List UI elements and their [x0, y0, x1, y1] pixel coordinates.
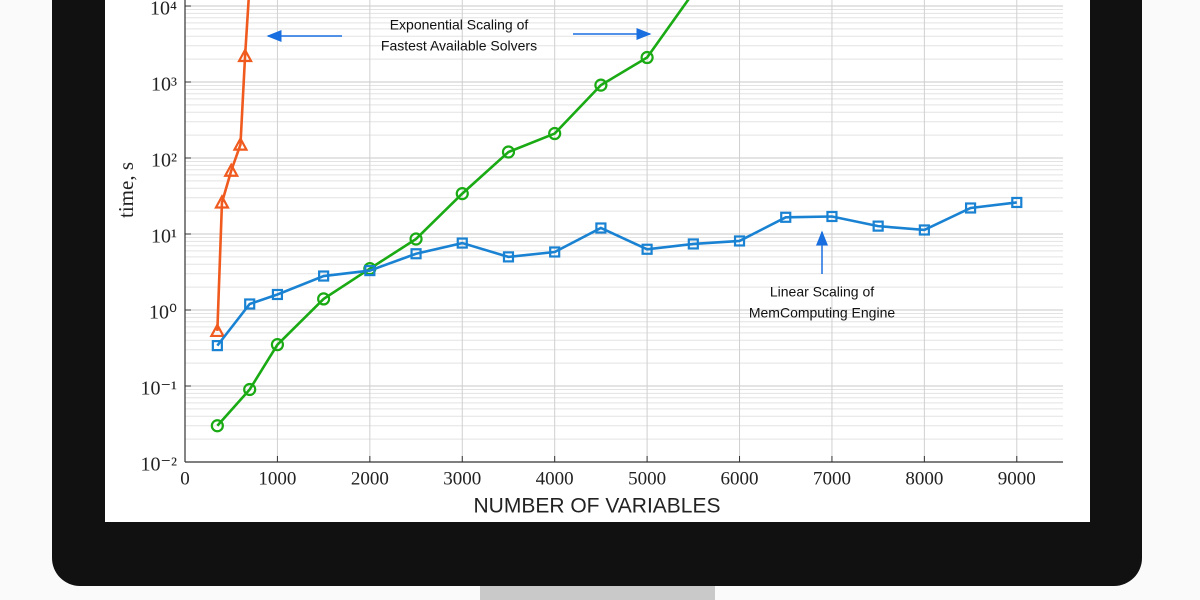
series-line	[216, 201, 1017, 347]
x-tick-label: 2000	[351, 468, 389, 489]
data-point	[780, 211, 792, 223]
data-point	[318, 270, 330, 282]
series-line	[216, 0, 690, 427]
data-point	[456, 237, 468, 249]
y-tick-label: 10⁴	[150, 0, 177, 20]
annotation: MemComputing Engine	[749, 305, 896, 321]
y-axis-label: time, s	[114, 162, 138, 218]
x-tick-label: 4000	[536, 468, 574, 489]
data-point	[595, 222, 607, 234]
series-line	[216, 0, 250, 332]
x-axis-label: NUMBER OF VARIABLES	[474, 495, 721, 518]
data-point	[826, 210, 838, 223]
data-point	[211, 340, 223, 352]
data-point	[271, 288, 284, 301]
monitor-stand	[480, 584, 715, 600]
annotation: Linear Scaling of	[770, 284, 874, 300]
data-point	[640, 50, 654, 65]
data-point	[223, 162, 240, 177]
data-point	[364, 265, 376, 277]
data-point	[502, 251, 515, 263]
data-point	[641, 243, 653, 255]
data-point	[455, 187, 469, 201]
data-point	[232, 136, 249, 151]
plot-area	[209, 0, 1023, 433]
x-tick-label: 6000	[721, 468, 759, 489]
y-tick-label: 10²	[151, 150, 177, 172]
y-tick-label: 10⁻¹	[140, 378, 177, 400]
y-tick-label: 10³	[151, 74, 177, 96]
data-point	[918, 224, 930, 236]
data-point	[244, 298, 256, 310]
data-point	[594, 78, 608, 92]
y-tick-label: 10⁻²	[140, 454, 177, 476]
data-point	[214, 194, 230, 209]
x-tick-label: 0	[180, 468, 190, 489]
screen	[105, 0, 1090, 522]
data-point	[964, 202, 977, 214]
annotation: Fastest Available Solvers	[381, 38, 537, 54]
x-tick-label: 1000	[258, 468, 296, 489]
y-tick-label: 10¹	[151, 226, 177, 248]
data-point	[733, 235, 746, 247]
x-tick-label: 7000	[813, 468, 851, 489]
data-point	[410, 248, 422, 260]
data-point	[548, 126, 562, 141]
data-point	[317, 292, 331, 306]
annotation: Exponential Scaling of	[390, 17, 529, 33]
x-tick-label: 8000	[905, 468, 943, 489]
data-point	[270, 338, 285, 352]
axes: 10⁻² 10⁻¹ 10⁰ 10¹ 10² 10³ 10⁴ 0 1000 2000 3000 4000…	[140, 0, 1063, 489]
y-tick-label: 10⁰	[149, 302, 177, 324]
data-point	[687, 238, 699, 250]
data-point	[549, 246, 561, 258]
data-point	[501, 145, 516, 159]
data-point	[872, 220, 884, 232]
data-point	[243, 382, 257, 397]
x-tick-label: 5000	[628, 468, 666, 489]
data-point	[409, 232, 423, 246]
data-point	[209, 322, 226, 338]
data-point	[210, 419, 224, 433]
x-tick-label: 3000	[443, 468, 481, 489]
x-tick-label: 9000	[998, 468, 1036, 489]
data-point	[1011, 196, 1023, 209]
data-point	[237, 47, 253, 63]
